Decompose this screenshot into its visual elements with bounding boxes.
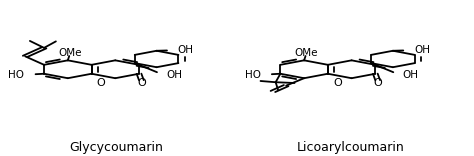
Text: HO: HO bbox=[8, 70, 24, 80]
Text: O: O bbox=[97, 78, 106, 88]
Text: OH: OH bbox=[178, 45, 194, 55]
Text: HO: HO bbox=[245, 70, 261, 80]
Text: OH: OH bbox=[403, 70, 419, 80]
Text: O: O bbox=[333, 78, 342, 88]
Text: Glycycoumarin: Glycycoumarin bbox=[70, 141, 164, 154]
Text: O: O bbox=[374, 78, 382, 88]
Text: OH: OH bbox=[414, 45, 430, 55]
Text: OMe: OMe bbox=[58, 48, 82, 58]
Text: OH: OH bbox=[166, 70, 182, 80]
Text: OMe: OMe bbox=[295, 48, 318, 58]
Text: Licoarylcoumarin: Licoarylcoumarin bbox=[297, 141, 404, 154]
Text: O: O bbox=[137, 78, 146, 88]
